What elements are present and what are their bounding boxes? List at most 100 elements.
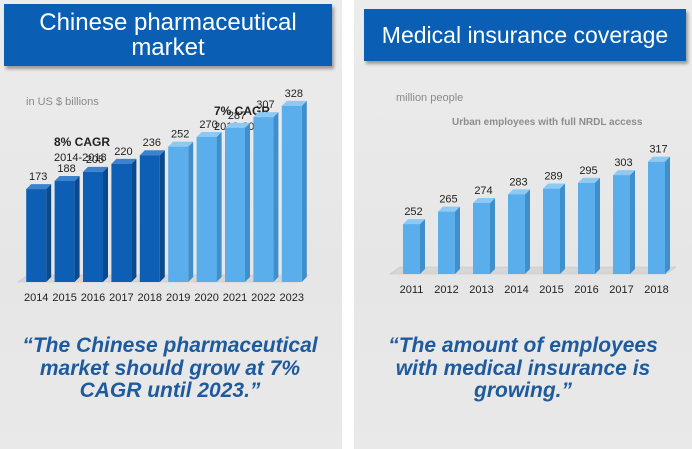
bar-side — [560, 183, 565, 274]
bar-2014 — [26, 189, 47, 282]
tick-label-2023: 2023 — [280, 292, 304, 304]
bar-top — [54, 176, 80, 182]
tick-label-2015: 2015 — [539, 284, 563, 296]
bar-side — [490, 197, 495, 274]
bar-side — [525, 189, 530, 274]
tick-label-2022: 2022 — [251, 292, 275, 304]
bar-side — [131, 158, 137, 282]
bar-2017 — [111, 163, 132, 282]
insurance-coverage-bar-chart: 252 2011 265 2012 274 2013 283 2014 289 2015 295 20… — [389, 144, 677, 296]
pharma-market-bar-chart: 173 2014 188 2015 205 2016 220 2017 236 2018 252 20… — [17, 88, 309, 304]
bar-side — [301, 100, 307, 283]
bar-top — [26, 184, 52, 190]
data-label-2016: 295 — [579, 165, 597, 177]
bar-top — [543, 183, 565, 189]
tick-label-2021: 2021 — [223, 292, 247, 304]
pharma-unit-label: in US $ billions — [26, 96, 99, 108]
bar-2017 — [613, 175, 630, 274]
bar-top — [648, 156, 670, 162]
tick-label-2014: 2014 — [504, 284, 528, 296]
data-label-2021: 287 — [228, 110, 246, 122]
tick-label-2016: 2016 — [81, 292, 105, 304]
pharma-market-title: Chinese pharmaceutical market — [4, 4, 332, 66]
data-label-2014: 173 — [29, 171, 47, 183]
coverage-quote: “The amount of employees with medical in… — [388, 334, 658, 403]
bar-2011 — [403, 224, 420, 274]
cagr-historical-range: 2014-2018 — [54, 152, 107, 164]
tick-label-2018: 2018 — [644, 284, 668, 296]
data-label-2014: 283 — [509, 176, 527, 188]
data-label-2019: 252 — [171, 129, 189, 141]
bar-top — [225, 122, 250, 128]
bar-side — [273, 112, 279, 283]
bar-side — [245, 122, 250, 282]
bar-top — [111, 158, 137, 164]
bar-2016 — [83, 171, 103, 282]
bar-2018 — [648, 161, 665, 274]
bar-2020 — [196, 136, 217, 282]
tick-label-2015: 2015 — [52, 292, 76, 304]
coverage-series-label: Urban employees with full NRDL access — [452, 117, 643, 128]
tick-label-2018: 2018 — [138, 292, 162, 304]
bar-top — [139, 150, 165, 156]
data-label-2017: 220 — [114, 146, 132, 158]
data-label-2016: 205 — [86, 154, 104, 166]
bar-2015 — [543, 188, 560, 274]
data-label-2022: 307 — [256, 99, 274, 111]
bar-2013 — [473, 202, 490, 274]
tick-label-2016: 2016 — [574, 284, 598, 296]
bar-side — [159, 150, 165, 282]
data-label-2011: 252 — [404, 206, 422, 218]
bar-side — [630, 170, 635, 274]
tick-label-2017: 2017 — [109, 292, 133, 304]
data-label-2015: 188 — [57, 163, 75, 175]
bar-side — [665, 156, 670, 274]
tick-label-2011: 2011 — [400, 284, 424, 296]
bar-2022 — [253, 117, 274, 283]
pharma-quote: “The Chinese pharmaceutical market shoul… — [22, 334, 318, 403]
coverage-unit-label: million people — [396, 92, 464, 104]
cagr-historical-label: 8% CAGR — [54, 135, 111, 149]
tick-label-2019: 2019 — [166, 292, 190, 304]
bar-2021 — [225, 127, 245, 282]
data-label-2023: 328 — [285, 88, 303, 100]
bar-top — [473, 197, 495, 203]
bar-2018 — [139, 155, 160, 282]
insurance-coverage-panel: Medical insurance coverage million peopl… — [354, 0, 692, 449]
bar-2015 — [54, 181, 75, 282]
bar-top — [438, 206, 460, 212]
bar-top — [168, 141, 194, 147]
tick-label-2020: 2020 — [194, 292, 218, 304]
pharma-market-panel: Chinese pharmaceutical market in US $ bi… — [0, 0, 342, 449]
tick-label-2013: 2013 — [469, 284, 493, 296]
data-label-2018: 317 — [649, 144, 667, 156]
bar-top — [196, 131, 222, 137]
insurance-coverage-title: Medical insurance coverage — [364, 9, 686, 61]
data-label-2020: 270 — [199, 119, 217, 131]
data-label-2013: 274 — [474, 185, 492, 197]
bar-side — [216, 131, 222, 282]
bar-top — [613, 170, 635, 176]
chart-floor — [389, 266, 677, 275]
bar-side — [74, 176, 80, 282]
data-label-2018: 236 — [143, 137, 161, 149]
tick-label-2014: 2014 — [24, 292, 48, 304]
bar-2012 — [438, 211, 455, 274]
tick-label-2012: 2012 — [434, 284, 458, 296]
data-label-2015: 289 — [544, 171, 562, 183]
bar-top — [253, 112, 279, 118]
data-label-2012: 265 — [439, 194, 457, 206]
bar-side — [595, 177, 600, 274]
tick-label-2017: 2017 — [609, 284, 633, 296]
bar-2014 — [508, 194, 525, 274]
data-label-2017: 303 — [614, 157, 632, 169]
bar-top — [83, 166, 108, 172]
bar-2019 — [168, 146, 189, 282]
bar-top — [281, 100, 307, 106]
bar-side — [103, 166, 108, 282]
bar-side — [46, 184, 52, 282]
bar-side — [420, 219, 425, 274]
bar-top — [578, 177, 600, 183]
bar-top — [508, 189, 530, 195]
bar-2016 — [578, 182, 595, 274]
